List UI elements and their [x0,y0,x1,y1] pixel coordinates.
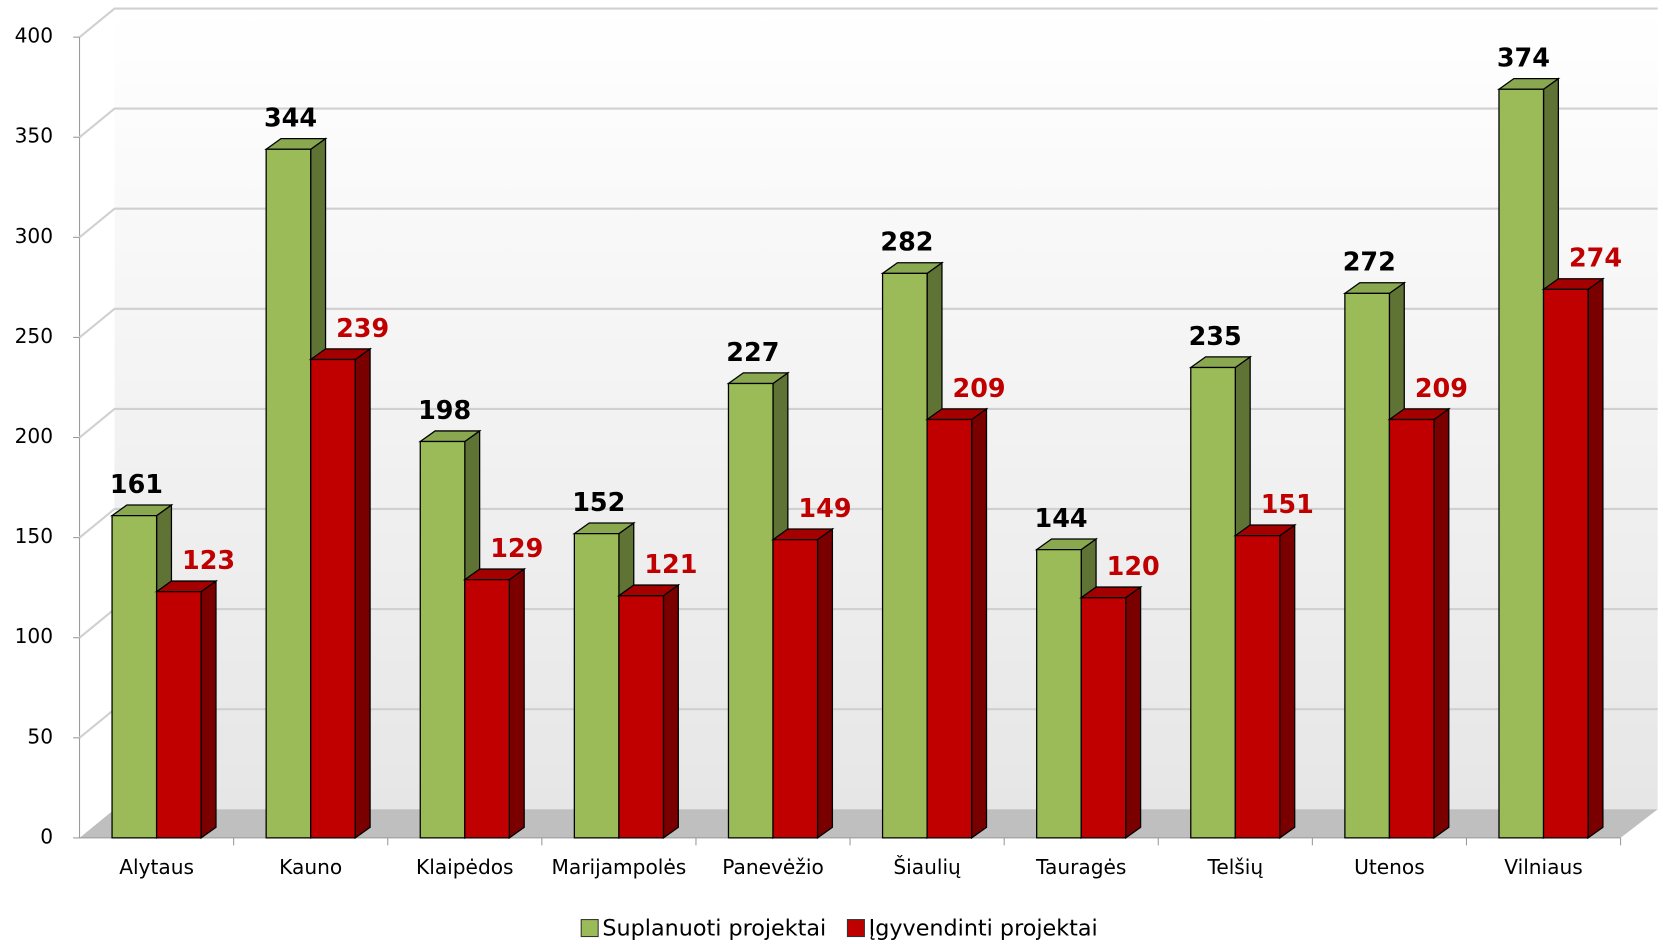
value-label: 209 [1415,374,1468,404]
bar [308,347,373,840]
bar [925,407,989,840]
bar-face [419,440,466,839]
bar [1541,277,1605,840]
x-tick-label: Alytaus [119,855,194,879]
bar-face [926,418,973,839]
bar [462,567,527,840]
bar-face [508,567,525,840]
x-tick-label: Vilniaus [1504,855,1583,879]
value-label: 374 [1497,44,1550,74]
legend-label: Suplanuoti projektai [602,916,826,942]
value-label: 344 [264,104,317,134]
bar-face [1587,277,1604,840]
y-tick-label: 350 [15,124,53,148]
value-label: 274 [1569,244,1622,274]
bar-face [310,358,356,839]
y-tick-label: 150 [15,524,53,548]
bar-face [881,272,928,839]
bar-face [464,579,510,839]
value-label: 282 [880,228,933,258]
bar-face [816,527,834,840]
legend-label: Įgyvendinti projektai [869,916,1098,942]
value-label: 144 [1035,504,1088,534]
value-label: 129 [490,534,543,564]
bar-face [1542,288,1589,839]
bar-face [1344,292,1391,839]
y-tick-label: 300 [15,224,53,248]
value-label: 209 [953,374,1006,404]
legend-swatch [580,919,599,938]
value-label: 149 [798,494,851,524]
grid-line [78,207,1658,239]
bar-face [155,591,202,839]
grid-line [78,307,1658,339]
bar-face [727,382,774,839]
value-label: 151 [1261,490,1314,520]
bar-face [111,514,158,839]
y-tick-label: 100 [15,624,53,648]
bar [771,527,835,840]
bar-face [1234,534,1281,839]
bar-face [354,347,371,840]
value-label: 121 [644,550,697,580]
bar-face [772,538,819,839]
bar-face [1190,366,1236,839]
bar-face [1080,597,1127,839]
x-tick-label: Klaipėdos [416,855,514,879]
x-tick-label: Telšių [1206,855,1263,879]
bar-face [573,532,620,839]
value-label: 235 [1189,322,1242,352]
x-tick-label: Kauno [279,855,342,879]
value-label: 123 [182,546,235,576]
bar-face [1498,88,1545,839]
y-tick-label: 250 [15,324,53,348]
bar-face [1125,585,1142,840]
bar-face [1388,418,1435,839]
legend-swatch [846,919,865,938]
bar [1387,407,1451,840]
value-label: 239 [336,314,389,344]
y-tick-label: 200 [15,424,53,448]
x-tick-label: Šiaulių [893,855,961,879]
y-tick-label: 400 [15,24,53,48]
bar-face [618,595,665,839]
value-label: 272 [1343,248,1396,278]
bar-face [265,148,312,839]
grid-line [78,7,1658,38]
bar-face [200,579,217,840]
bar-face [1279,523,1296,840]
x-tick-label: Panevėžio [722,855,824,879]
grid-line [78,407,1658,439]
x-tick-label: Tauragės [1035,855,1126,879]
bar-face [1433,407,1450,840]
bar-face [662,583,679,840]
bar [1079,585,1143,840]
bar [154,579,218,840]
grid-line [78,107,1658,139]
x-tick-label: Utenos [1354,855,1425,879]
bar-face [1036,548,1082,839]
x-tick-label: Marijampolės [552,855,687,879]
value-label: 152 [572,488,625,518]
bar-face [971,407,988,840]
value-label: 161 [110,470,163,500]
value-label: 120 [1107,552,1160,582]
bar [616,583,681,840]
y-tick-label: 0 [40,824,53,848]
value-label: 227 [726,338,779,368]
bar [1233,523,1297,840]
grid-line [78,507,1658,539]
y-tick-label: 50 [27,724,53,748]
value-label: 198 [418,396,471,426]
